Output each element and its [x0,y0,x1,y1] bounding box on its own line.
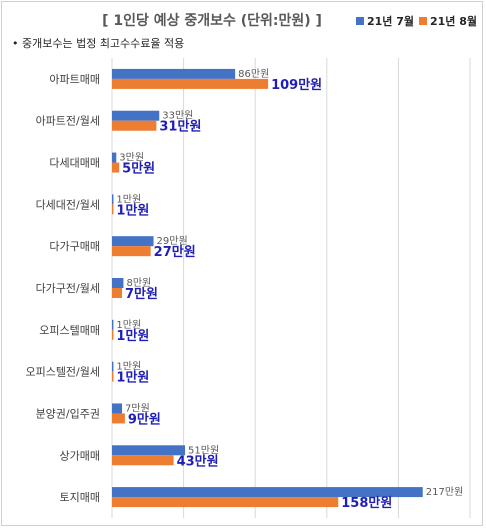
data-label-aug: 9만원 [128,411,161,427]
bar-aug [112,162,120,173]
data-label-jul: 217만원 [426,486,464,498]
category-axis: 아파트매매아파트전/월세다세대매매다세대전/월세다가구매매다가구전/월세오피스텔… [25,73,100,504]
category-label: 다가구매매 [49,240,100,253]
bar-aug [112,497,339,508]
legend: 21년 7월 21년 8월 [356,14,477,28]
bar-jul [112,110,160,121]
bars [112,68,423,508]
data-label-aug: 5만원 [122,161,155,177]
category-label: 아파트매매 [49,73,100,86]
bar-aug [112,78,269,89]
data-label-jul: 33만원 [162,110,193,122]
data-label-aug: 1만원 [116,202,149,218]
legend-swatch-aug [419,17,427,25]
legend-label-aug: 21년 8월 [430,14,477,28]
category-label: 다세대전/월세 [36,198,100,211]
bar-jul [112,68,236,79]
category-label: 상가매매 [60,449,100,462]
bar-aug [112,204,114,215]
legend-swatch-jul [356,17,364,25]
bar-jul [112,361,114,372]
data-label-jul: 1만원 [116,319,141,331]
category-label: 오피스텔매매 [39,324,100,337]
data-label-jul: 7만원 [125,402,150,414]
gridlines [111,58,471,518]
category-label: 다가구전/월세 [36,282,100,295]
data-label-jul: 29만원 [157,235,188,247]
data-label-jul: 3만원 [119,152,144,164]
data-labels: 86만원109만원33만원31만원3만원5만원1만원1만원29만원27만원8만원… [116,68,463,511]
bar-aug [112,120,157,131]
bar-jul [112,403,123,414]
bar-aug [112,288,123,298]
bar-jul [112,319,114,330]
bar-jul [112,236,154,247]
bar-aug [112,455,174,466]
bar-aug [112,371,114,382]
data-label-jul: 8만원 [126,277,151,289]
category-label: 분양권/입주권 [36,407,100,420]
footnote: • 중개보수는 법정 최고수수료율 적용 [12,37,184,50]
bar-aug [112,413,125,424]
bar-aug [112,246,151,257]
bar-jul [112,194,114,205]
data-label-aug: 31만원 [159,119,201,135]
data-label-aug: 1만원 [116,328,149,344]
legend-label-jul: 21년 7월 [367,14,414,28]
bar-jul [112,487,423,498]
data-label-aug: 7만원 [125,286,158,302]
bar-jul [112,152,117,163]
chart-title: [ 1인당 예상 중개보수 (단위:만원) ] [102,12,322,29]
bar-jul [112,445,186,456]
category-label: 토지매매 [60,491,100,504]
data-label-jul: 1만원 [116,193,141,205]
data-label-aug: 109만원 [271,77,322,93]
data-label-aug: 158만원 [341,495,392,511]
data-label-aug: 1만원 [116,370,149,386]
data-label-aug: 27만원 [154,244,196,260]
category-label: 다세대매매 [49,157,100,170]
data-label-jul: 86만원 [238,68,269,80]
data-label-aug: 43만원 [177,453,219,469]
category-label: 오피스텔전/월세 [25,366,100,379]
bar-jul [112,278,124,288]
data-label-jul: 1만원 [116,361,141,373]
data-label-jul: 51만원 [188,444,219,456]
bar-aug [112,329,114,340]
category-label: 아파트전/월세 [36,115,100,128]
